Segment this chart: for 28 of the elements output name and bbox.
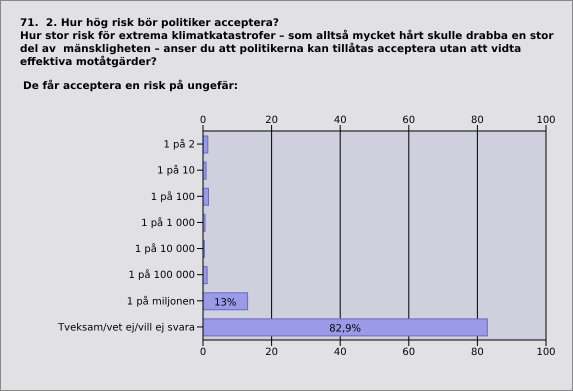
x2-tick-label: 0 (200, 347, 206, 358)
x2-tick-label: 20 (265, 347, 278, 358)
x2-tick-label: 40 (334, 347, 347, 358)
x2-tick-label: 60 (402, 347, 416, 358)
x-tick-label: 40 (334, 115, 347, 126)
data-label: 82,9% (329, 323, 362, 334)
x2-tick-label: 100 (536, 347, 556, 358)
y-tick-label: Tveksam/vet ej/vill ej svara (57, 322, 195, 334)
chart-subtitle: De får acceptera en risk på ungefär: (23, 80, 240, 93)
bar (203, 292, 248, 310)
bar (203, 136, 208, 154)
data-label: 13% (214, 297, 236, 308)
y-tick-label: 1 på 100 000 (128, 269, 195, 282)
y-tick-label: 1 på miljonen (126, 295, 195, 308)
x-tick-label: 60 (402, 115, 416, 126)
x2-tick-label: 80 (471, 347, 484, 358)
y-tick-label: 1 på 10 (157, 164, 195, 177)
y-tick-label: 1 på 10 000 (134, 243, 195, 256)
chart-title: 71. 2. Hur hög risk bör politiker acceptera? Hur stor risk för extrema klimatkatastrofer – som alltså mycket hårt skulle drabba en stor del av mänskligheten – anser du att politikerna kan tillåtas acceptera utan att vidta effektiva motåtgärder? (20, 17, 554, 69)
y-tick-label: 1 på 100 (150, 190, 195, 203)
x-tick-label: 100 (536, 115, 556, 126)
y-tick-label: 1 på 2 (163, 138, 195, 151)
x-tick-label: 20 (265, 115, 278, 126)
y-tick-label: 1 på 1 000 (141, 216, 195, 229)
x-tick-label: 80 (471, 115, 484, 126)
bar (203, 188, 209, 206)
x-tick-label: 0 (200, 115, 206, 126)
bar (203, 318, 488, 336)
